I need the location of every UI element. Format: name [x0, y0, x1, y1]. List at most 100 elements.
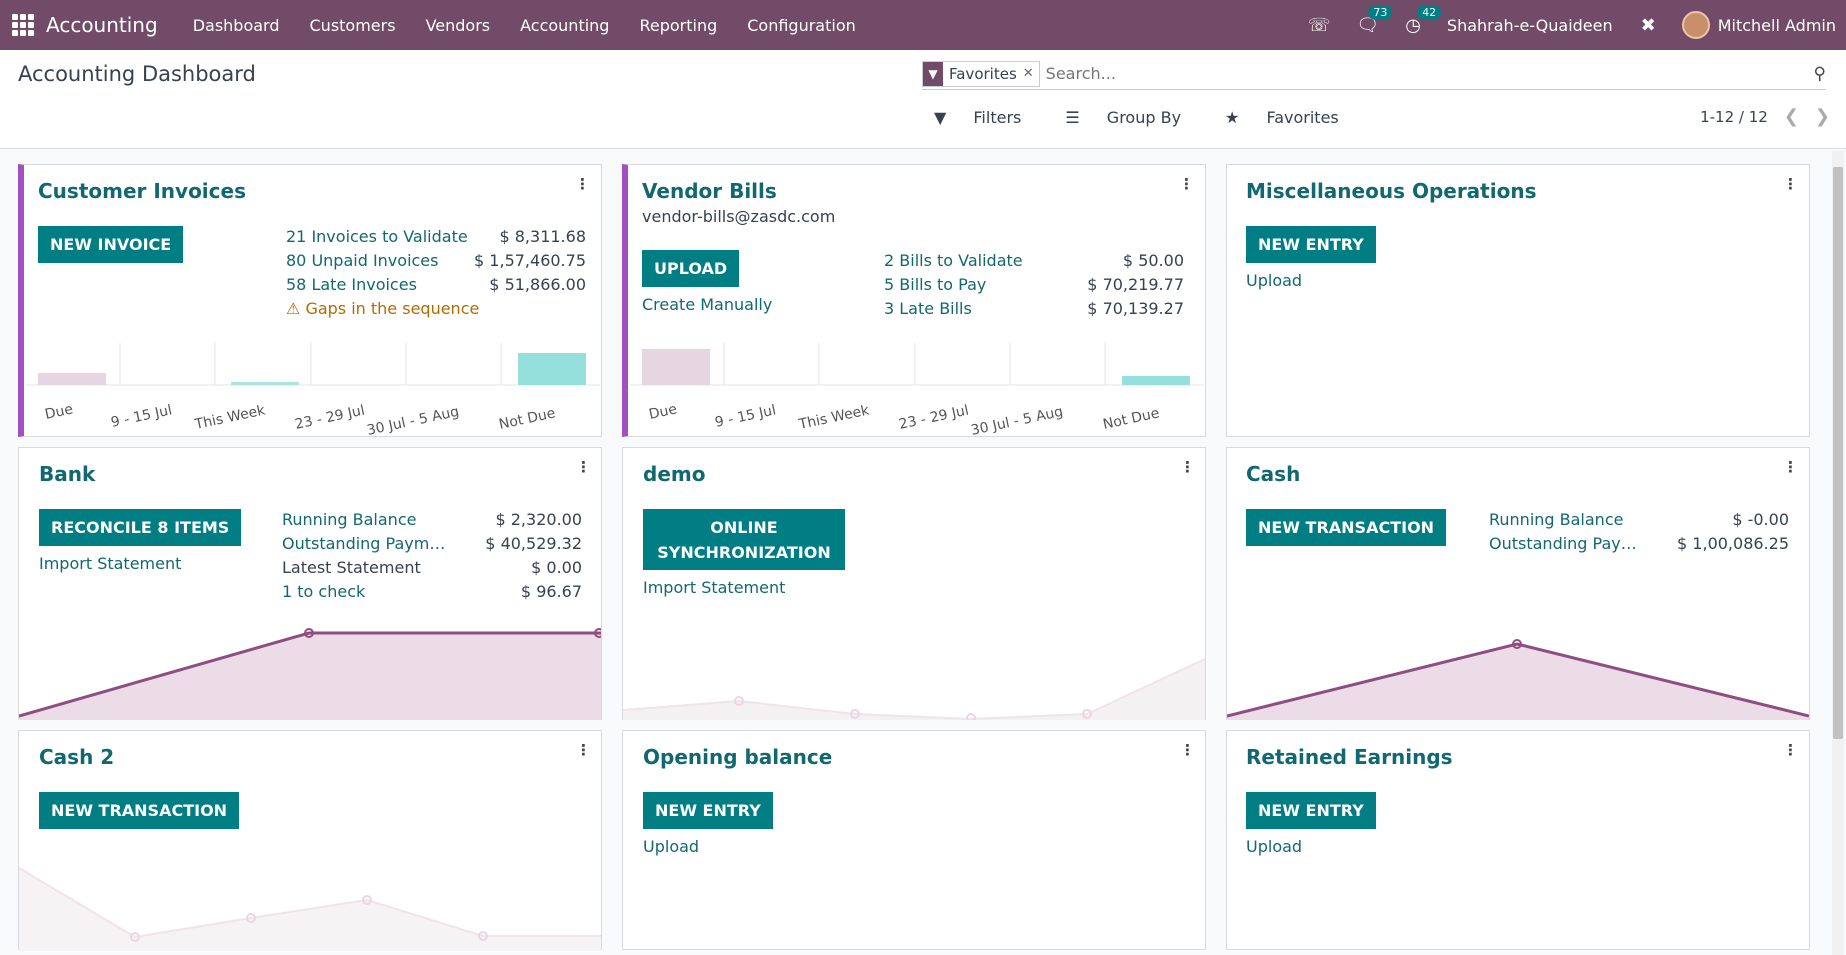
menu-accounting[interactable]: Accounting: [520, 15, 610, 35]
new-transaction-button[interactable]: New Transaction: [1246, 509, 1447, 546]
stat-label[interactable]: 5 Bills to Pay: [884, 275, 987, 294]
stat-row[interactable]: Running Balance $ -0.00: [1489, 508, 1789, 532]
kebab-menu-icon[interactable]: ⋮: [1180, 458, 1195, 476]
upload-link[interactable]: Upload: [643, 837, 700, 856]
new-entry-button[interactable]: New Entry: [643, 792, 773, 829]
search-icon[interactable]: ⚲: [1813, 63, 1826, 84]
activities-icon[interactable]: ◷ 42: [1405, 4, 1442, 36]
stat-label[interactable]: 2 Bills to Validate: [884, 251, 1023, 270]
menu-customers[interactable]: Customers: [309, 15, 396, 35]
page-title: Accounting Dashboard: [18, 62, 256, 86]
bills-bar-chart: Due 9 - 15 Jul This Week 23 - 29 Jul 30 …: [630, 343, 1204, 437]
kebab-menu-icon[interactable]: ⋮: [576, 458, 591, 476]
search-input[interactable]: [1045, 60, 1814, 87]
kebab-menu-icon[interactable]: ⋮: [576, 741, 591, 759]
import-statement-link[interactable]: Import Statement: [643, 578, 786, 597]
sequence-gap-warning[interactable]: ⚠ Gaps in the sequence: [286, 299, 479, 318]
x-tick-label: Not Due: [498, 405, 557, 433]
group-by-toggle[interactable]: ☰ Group By: [1065, 108, 1203, 127]
stat-value: $ 1,57,460.75: [474, 251, 586, 270]
stat-label[interactable]: 80 Unpaid Invoices: [286, 251, 439, 270]
kebab-menu-icon[interactable]: ⋮: [575, 175, 590, 193]
phone-icon[interactable]: ☏: [1307, 14, 1331, 36]
card-title[interactable]: Miscellaneous Operations: [1246, 179, 1537, 203]
stat-row[interactable]: Running Balance $ 2,320.00: [282, 508, 582, 532]
card-title[interactable]: Bank: [39, 462, 96, 486]
stat-label[interactable]: 1 to check: [282, 582, 366, 601]
stat-row[interactable]: 1 to check $ 96.67: [282, 580, 582, 604]
avatar[interactable]: [1681, 11, 1710, 39]
menu-dashboard[interactable]: Dashboard: [192, 15, 280, 35]
scrollbar-thumb[interactable]: [1833, 167, 1843, 739]
card-title[interactable]: Opening balance: [643, 745, 833, 769]
stat-row[interactable]: 80 Unpaid Invoices $ 1,57,460.75: [286, 249, 586, 273]
search-facet: ▼ Favorites ✕: [922, 60, 1040, 87]
menu-vendors[interactable]: Vendors: [425, 15, 491, 35]
graph-point: [850, 709, 860, 719]
card-title[interactable]: Customer Invoices: [38, 179, 246, 203]
debug-tools-icon[interactable]: ✖: [1640, 14, 1656, 36]
stat-label: Latest Statement: [282, 558, 421, 577]
stat-row[interactable]: Outstanding Paym... $ 1,00,086.25: [1489, 532, 1789, 556]
stat-label[interactable]: Running Balance: [1489, 510, 1624, 529]
stat-row[interactable]: Outstanding Paymen... $ 40,529.32: [282, 532, 582, 556]
stat-row[interactable]: 58 Late Invoices $ 51,866.00: [286, 273, 586, 297]
funnel-icon: ▼: [934, 108, 952, 127]
stat-label[interactable]: Running Balance: [282, 510, 417, 529]
app-menu-icon[interactable]: [12, 14, 34, 36]
favorites-toggle[interactable]: ★ Favorites: [1225, 108, 1361, 127]
kebab-menu-icon[interactable]: ⋮: [1783, 458, 1798, 476]
user-menu[interactable]: Mitchell Admin: [1717, 15, 1836, 35]
online-synchronization-button[interactable]: Online Synchronization: [643, 509, 845, 570]
card-title[interactable]: Cash: [1246, 462, 1301, 486]
upload-link[interactable]: Upload: [1246, 271, 1303, 290]
upload-link[interactable]: Upload: [1246, 837, 1303, 856]
pager: 1-12 / 12 ❮ ❯: [1700, 106, 1830, 127]
upload-button[interactable]: Upload: [642, 250, 740, 287]
pager-previous-icon[interactable]: ❮: [1783, 106, 1799, 127]
stat-label[interactable]: Outstanding Paymen...: [282, 534, 452, 553]
kebab-menu-icon[interactable]: ⋮: [1179, 175, 1194, 193]
kebab-menu-icon[interactable]: ⋮: [1180, 741, 1195, 759]
card-title[interactable]: Vendor Bills: [642, 179, 777, 203]
stat-row[interactable]: Latest Statement $ 0.00: [282, 556, 582, 580]
new-transaction-button[interactable]: New Transaction: [39, 792, 240, 829]
menu-configuration[interactable]: Configuration: [747, 15, 856, 35]
create-manually-link[interactable]: Create Manually: [642, 295, 773, 314]
graph-point: [1512, 639, 1522, 649]
card-title[interactable]: demo: [643, 462, 706, 486]
app-name[interactable]: Accounting: [46, 13, 158, 37]
stat-value: $ 1,00,086.25: [1677, 534, 1789, 553]
filters-label: Filters: [973, 108, 1022, 127]
stat-label[interactable]: 3 Late Bills: [884, 299, 972, 318]
filters-toggle[interactable]: ▼ Filters: [934, 108, 1043, 127]
messages-badge: 73: [1368, 4, 1393, 20]
stat-label[interactable]: Outstanding Paym...: [1489, 534, 1649, 553]
menu-reporting[interactable]: Reporting: [639, 15, 718, 35]
x-tick-label: Not Due: [1102, 405, 1161, 433]
new-entry-button[interactable]: New Entry: [1246, 792, 1376, 829]
company-switcher[interactable]: Shahrah-e-Quaideen: [1446, 15, 1613, 35]
kebab-menu-icon[interactable]: ⋮: [1783, 175, 1798, 193]
kebab-menu-icon[interactable]: ⋮: [1783, 741, 1798, 759]
pager-next-icon[interactable]: ❯: [1814, 106, 1830, 127]
stat-row[interactable]: 5 Bills to Pay $ 70,219.77: [884, 273, 1184, 297]
messages-icon[interactable]: 🗨 73: [1356, 4, 1393, 36]
stat-row[interactable]: 3 Late Bills $ 70,139.27: [884, 297, 1184, 321]
star-icon: ★: [1225, 108, 1245, 127]
stat-value: $ 70,139.27: [1087, 299, 1184, 318]
reconcile-button[interactable]: Reconcile 8 Items: [39, 509, 242, 546]
facet-remove-icon[interactable]: ✕: [1022, 66, 1034, 81]
new-invoice-button[interactable]: New Invoice: [38, 226, 184, 263]
stat-label[interactable]: 58 Late Invoices: [286, 275, 417, 294]
stat-row[interactable]: 21 Invoices to Validate $ 8,311.68: [286, 225, 586, 249]
new-entry-button[interactable]: New Entry: [1246, 226, 1376, 263]
import-statement-link[interactable]: Import Statement: [39, 554, 182, 573]
warning-icon: ⚠: [286, 299, 306, 318]
card-title[interactable]: Retained Earnings: [1246, 745, 1453, 769]
stat-row[interactable]: 2 Bills to Validate $ 50.00: [884, 249, 1184, 273]
stat-label[interactable]: 21 Invoices to Validate: [286, 227, 468, 246]
pager-value[interactable]: 1-12 / 12: [1700, 107, 1768, 126]
scrollbar[interactable]: [1832, 151, 1844, 955]
card-title[interactable]: Cash 2: [39, 745, 115, 769]
